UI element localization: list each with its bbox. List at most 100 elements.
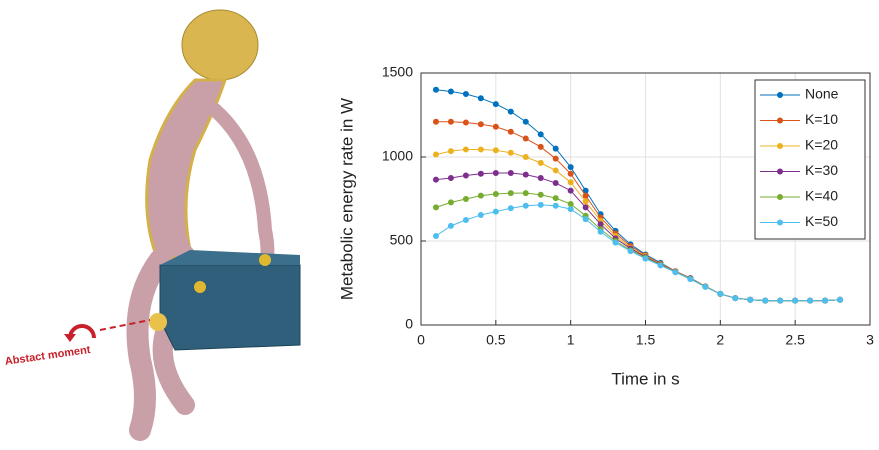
data-point (702, 284, 708, 290)
data-point (568, 206, 574, 212)
data-point (463, 196, 469, 202)
data-point (583, 199, 589, 205)
data-point (448, 88, 454, 94)
data-point (732, 295, 738, 301)
x-tick-label: 3 (866, 332, 874, 348)
data-point (538, 202, 544, 208)
data-point (643, 256, 649, 262)
data-point (523, 136, 529, 142)
data-point (448, 148, 454, 154)
data-point (493, 209, 499, 215)
data-point (717, 291, 723, 297)
data-point (538, 131, 544, 137)
data-point (553, 203, 559, 209)
data-point (463, 91, 469, 97)
annotation: Abstact moment (4, 344, 91, 368)
legend-label: K=40 (805, 188, 838, 204)
moment-arrowhead (64, 334, 76, 342)
y-tick-label: 500 (390, 232, 414, 248)
knee (149, 313, 167, 331)
data-point (448, 175, 454, 181)
x-tick-label: 2 (716, 332, 724, 348)
data-point (523, 203, 529, 209)
data-point (463, 120, 469, 126)
data-point (493, 101, 499, 107)
y-tick-label: 1000 (382, 148, 413, 164)
y-tick-label: 0 (405, 316, 413, 332)
data-point (792, 298, 798, 304)
data-point (837, 297, 843, 303)
data-point (523, 119, 529, 125)
arm-right (215, 110, 268, 262)
data-point (463, 217, 469, 223)
data-point (628, 248, 634, 254)
data-point (553, 195, 559, 201)
data-point (523, 190, 529, 196)
data-point (583, 204, 589, 210)
data-point (448, 223, 454, 229)
data-point (433, 233, 439, 239)
data-point (433, 177, 439, 183)
data-point (568, 164, 574, 170)
data-point (493, 124, 499, 130)
data-point (657, 262, 663, 268)
data-point (478, 171, 484, 177)
x-tick-label: 1 (567, 332, 575, 348)
figure: Abstact moment 0 500 1000 1500 0 0.5 1 1.5 2 2.5 3… (0, 0, 879, 450)
data-point (762, 298, 768, 304)
data-point (508, 150, 514, 156)
data-point (523, 154, 529, 160)
data-point (478, 121, 484, 127)
data-point (777, 298, 783, 304)
data-point (613, 240, 619, 246)
data-point (583, 193, 589, 199)
data-point (538, 175, 544, 181)
data-point (553, 156, 559, 162)
skull (182, 10, 258, 80)
data-point (583, 216, 589, 222)
legend-marker (777, 194, 783, 200)
legend-label: None (805, 86, 839, 102)
data-point (463, 146, 469, 152)
data-point (807, 298, 813, 304)
legend-marker (777, 169, 783, 175)
legend-marker (777, 143, 783, 149)
data-point (523, 172, 529, 178)
y-axis-label: Metabolic energy rate in W (337, 98, 356, 300)
hand-marker (259, 254, 271, 266)
data-point (463, 172, 469, 178)
data-point (448, 199, 454, 205)
data-point (687, 276, 693, 282)
legend-label: K=50 (805, 213, 838, 229)
data-point (508, 129, 514, 135)
legend-label: K=10 (805, 111, 838, 127)
legend-label: K=30 (805, 162, 838, 178)
data-point (553, 167, 559, 173)
data-point (822, 298, 828, 304)
x-tick-label: 2.5 (785, 332, 805, 348)
legend-marker (777, 118, 783, 124)
data-point (433, 87, 439, 93)
x-tick-label: 0.5 (486, 332, 506, 348)
data-point (493, 147, 499, 153)
legend-marker (777, 92, 783, 98)
x-tick-label: 1.5 (636, 332, 656, 348)
data-point (508, 109, 514, 115)
x-tick-label: 0 (417, 332, 425, 348)
data-point (478, 212, 484, 218)
data-point (508, 205, 514, 211)
y-tick-label: 1500 (382, 64, 413, 80)
data-point (478, 146, 484, 152)
data-point (478, 95, 484, 101)
data-point (433, 119, 439, 125)
data-point (568, 171, 574, 177)
data-point (433, 204, 439, 210)
data-point (493, 191, 499, 197)
illustration: Abstact moment (4, 10, 300, 430)
data-point (508, 190, 514, 196)
data-point (508, 170, 514, 176)
data-point (538, 160, 544, 166)
data-point (672, 269, 678, 275)
data-point (568, 188, 574, 194)
